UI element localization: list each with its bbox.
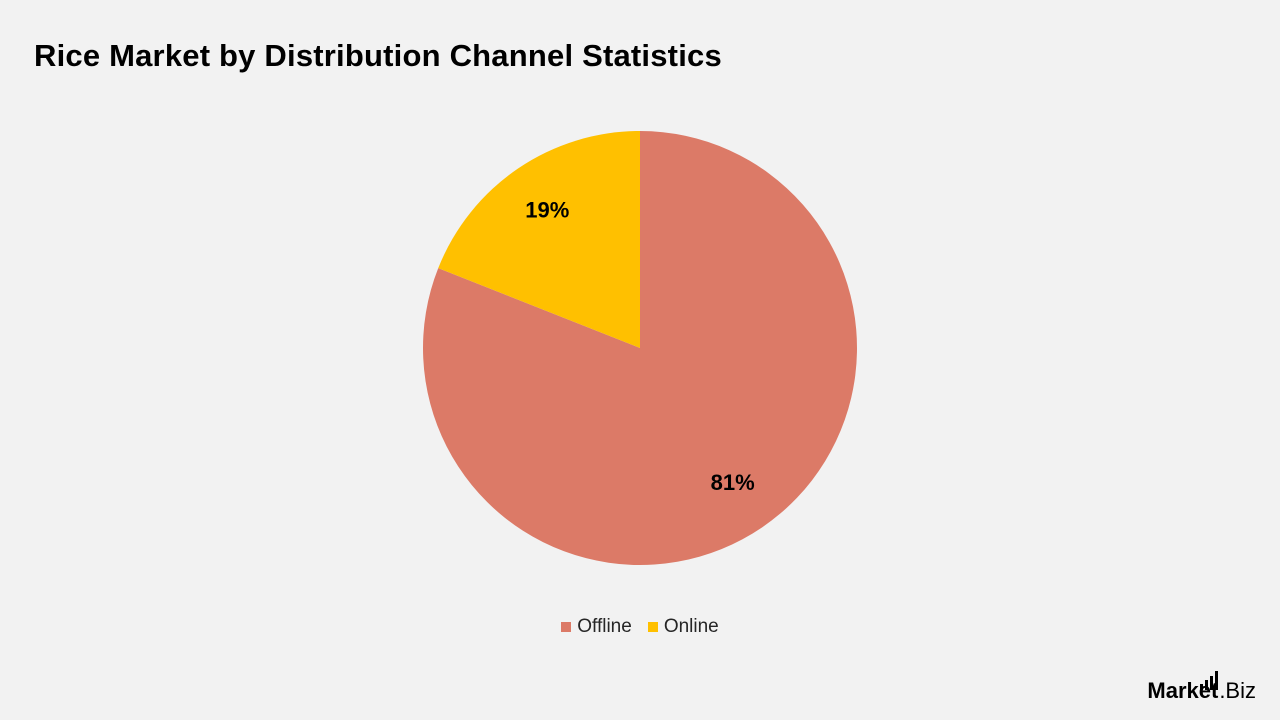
legend-label-offline: Offline [577, 616, 632, 637]
data-label-online: 19% [525, 197, 569, 222]
logo-bars-icon [1200, 670, 1219, 690]
legend-label-online: Online [663, 616, 719, 637]
legend-swatch-offline [561, 622, 572, 632]
legend-item-offline: Offline [561, 616, 632, 638]
chart-title: Rice Market by Distribution Channel Stat… [34, 38, 722, 73]
legend: Offline Online [0, 616, 1280, 638]
legend-item-online: Online [647, 616, 719, 638]
data-label-offline: 81% [711, 470, 755, 495]
marketbiz-logo: Market .Biz [1147, 670, 1256, 704]
logo-text-biz: .Biz [1219, 678, 1256, 703]
legend-swatch-online [647, 622, 658, 632]
pie-slice-online [438, 130, 640, 348]
